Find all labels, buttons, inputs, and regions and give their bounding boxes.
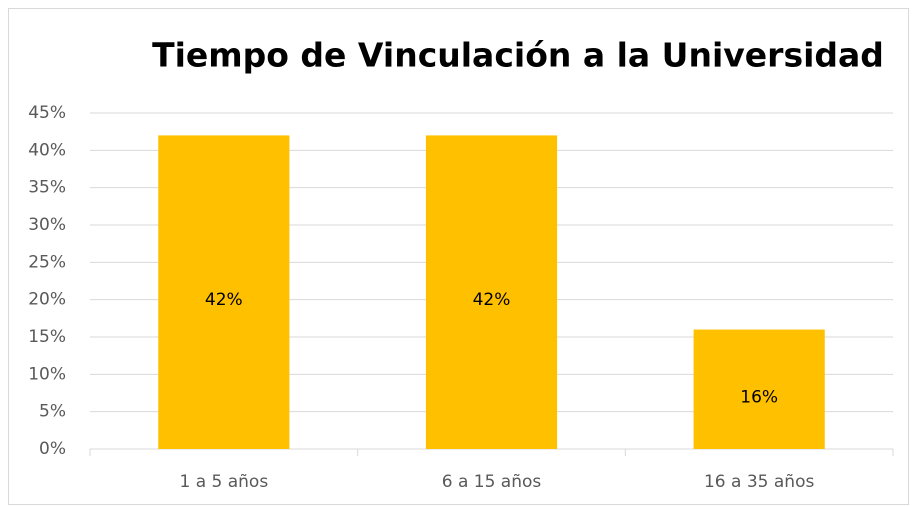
bar (425, 135, 558, 449)
y-tick-label: 45% (28, 103, 66, 123)
bar (693, 329, 825, 449)
value-label: 42% (205, 290, 243, 310)
y-tick-label: 5% (39, 402, 66, 422)
x-tick-label: 6 a 15 años (442, 472, 542, 492)
value-label: 16% (740, 387, 778, 407)
x-tick-label: 1 a 5 años (179, 472, 268, 492)
y-tick-label: 10% (28, 364, 66, 384)
x-tick-label: 16 a 35 años (704, 472, 814, 492)
y-tick-label: 20% (28, 290, 66, 310)
y-tick-label: 30% (28, 215, 66, 235)
y-tick-label: 35% (28, 178, 66, 198)
y-tick-label: 40% (28, 140, 66, 160)
bar (158, 135, 290, 449)
value-label: 42% (473, 290, 511, 310)
y-tick-label: 15% (28, 327, 66, 347)
y-tick-label: 25% (28, 252, 66, 272)
y-tick-label: 0% (39, 439, 66, 459)
chart-title: Tiempo de Vinculación a la Universidad (152, 36, 884, 75)
